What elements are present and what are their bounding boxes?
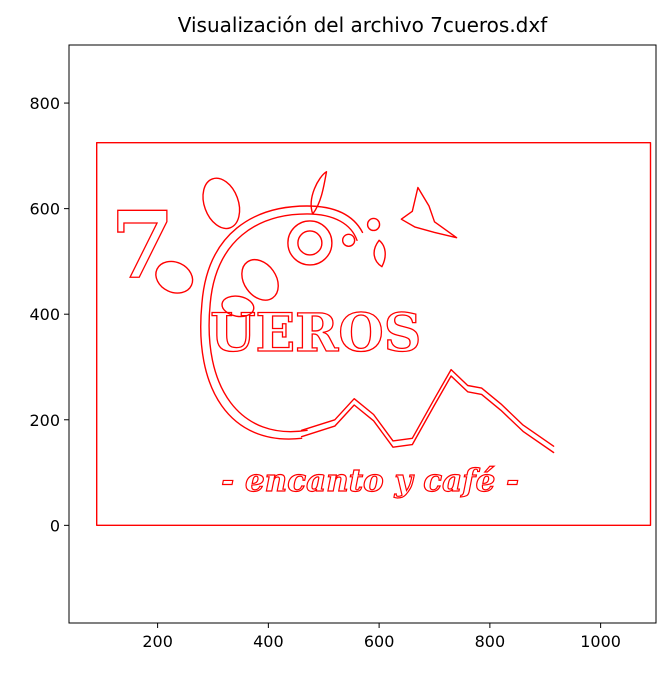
y-tick-label: 800 [29,94,60,113]
x-tick-label: 400 [253,632,284,651]
leaf-top [202,177,241,230]
x-tick-label: 1000 [580,632,621,651]
logo-tagline: - encanto y café - [221,463,519,499]
frame-rectangle [95,141,652,526]
leaf-lower [221,295,255,318]
rose-center [297,230,323,256]
flower-stem-top [310,171,328,215]
y-tick-label: 600 [29,200,60,219]
x-tick-label: 800 [475,632,506,651]
bud-1 [341,233,356,248]
logo-seven: 7 [111,191,175,299]
logo-word: UEROS [210,303,421,364]
bud-stem [373,239,386,268]
rose-flower [287,220,333,266]
mountain-outline-bottom [300,375,555,454]
axes-frame [68,44,657,624]
hummingbird [400,186,458,239]
swirl-c-inner [208,213,358,433]
y-tick-label: 200 [29,411,60,430]
x-tick-label: 600 [364,632,395,651]
bud-2 [366,217,381,232]
swirl-c-outer [200,205,364,440]
leaf-left [155,260,194,294]
y-tick-label: 400 [29,305,60,324]
dxf-drawing: 7 UEROS - encanto y café - [95,141,652,526]
mountain-outline-top [300,368,555,447]
axes: 200 400 600 800 1000 0 200 400 600 800 [29,44,657,651]
leaf-right [241,258,279,301]
x-tick-label: 200 [142,632,173,651]
chart-title: Visualización del archivo 7cueros.dxf [178,13,548,37]
y-tick-label: 0 [50,516,60,535]
